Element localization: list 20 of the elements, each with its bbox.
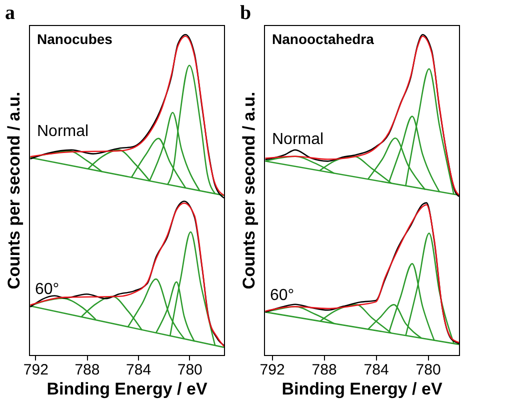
x-tick-label: 792 [23,362,48,378]
chart-title: a [5,2,15,24]
x-tick-label: 784 [364,362,389,378]
x-axis-title: Binding Energy / eV [46,380,208,398]
annotation: Nanooctahedra [272,31,374,47]
x-axis-title: Binding Energy / eV [282,380,443,398]
x-tick-label: 788 [74,362,100,378]
x-tick-label: 792 [260,362,285,378]
annotation: Normal [272,131,324,148]
annotation: Normal [37,123,89,140]
chart-title: b [240,2,252,24]
annotation: 60° [270,287,294,304]
annotation: Nanocubes [37,31,113,47]
x-tick-label: 784 [126,362,152,378]
x-tick-label: 780 [177,362,202,378]
y-axis-title: Counts per second / a.u. [240,92,258,290]
x-tick-label: 788 [312,362,337,378]
annotation: 60° [35,281,60,298]
x-tick-label: 780 [416,362,441,378]
y-axis-title: Counts per second / a.u. [4,92,24,290]
